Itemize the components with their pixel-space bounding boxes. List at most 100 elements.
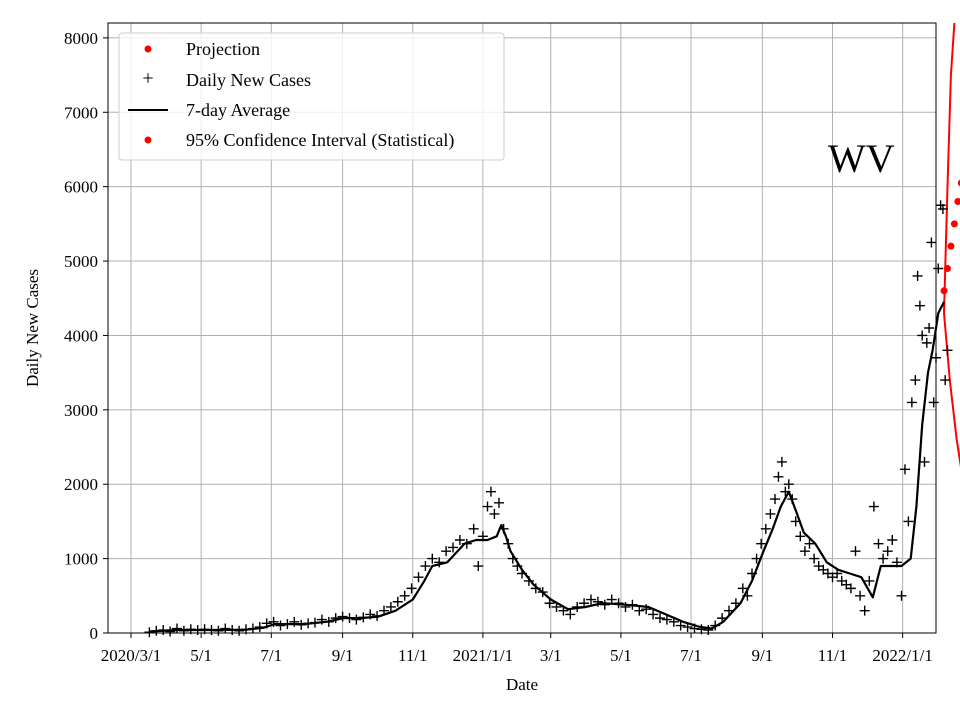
x-tick-label: 3/1: [540, 646, 562, 665]
daily-case-marker: [809, 553, 820, 564]
legend-daily-cases-marker: +: [142, 68, 153, 90]
daily-case-marker: [855, 590, 866, 601]
x-axis-label: Date: [506, 675, 538, 694]
ci-upper-line: [943, 22, 956, 314]
daily-case-marker: [498, 523, 509, 534]
daily-case-marker: [282, 619, 293, 630]
daily-case-marker: [268, 616, 279, 627]
x-tick-label: 5/1: [610, 646, 632, 665]
daily-case-marker: [928, 397, 939, 408]
daily-case-marker: [544, 598, 555, 609]
daily-case-marker: [717, 613, 728, 624]
daily-case-marker: [641, 604, 652, 615]
daily-case-marker: [344, 613, 355, 624]
daily-case-marker: [337, 611, 348, 622]
daily-case-marker: [303, 618, 314, 629]
x-tick-label: 2020/3/1: [101, 646, 161, 665]
legend-daily-cases-label: Daily New Cases: [186, 70, 311, 90]
average-line: [149, 301, 945, 633]
daily-case-marker: [773, 471, 784, 482]
projection-point: [947, 242, 955, 250]
y-axis-ticks: 0 1000 2000 3000 4000 5000 6000 7000 8000: [64, 29, 108, 643]
daily-case-marker: [406, 583, 417, 594]
daily-case-marker: [906, 397, 917, 408]
daily-case-marker: [832, 568, 843, 579]
daily-case-marker: [859, 605, 870, 616]
daily-case-marker: [565, 609, 576, 620]
daily-case-marker: [620, 601, 631, 612]
daily-case-marker: [710, 620, 721, 631]
daily-case-marker: [572, 601, 583, 612]
daily-case-marker: [765, 508, 776, 519]
daily-case-marker: [804, 538, 815, 549]
daily-case-marker: [468, 523, 479, 534]
daily-case-marker: [724, 605, 734, 616]
daily-case-marker: [399, 590, 410, 601]
daily-case-marker: [220, 623, 231, 634]
y-tick-label: 5000: [64, 252, 98, 271]
legend: Projection + Daily New Cases 7-day Avera…: [118, 32, 505, 161]
x-tick-label: 2021/1/1: [453, 646, 513, 665]
daily-case-marker: [845, 583, 856, 594]
y-tick-label: 1000: [64, 550, 98, 569]
projection-point: [940, 287, 948, 295]
daily-case-marker: [737, 583, 748, 594]
legend-projection-marker: [144, 45, 152, 53]
x-tick-label: 9/1: [751, 646, 773, 665]
daily-case-marker: [799, 546, 810, 557]
daily-case-marker: [896, 590, 907, 601]
daily-cases-markers: [144, 200, 953, 638]
daily-case-marker: [899, 464, 910, 475]
daily-case-marker: [454, 535, 465, 546]
daily-case-marker: [503, 538, 514, 549]
daily-case-marker: [365, 609, 376, 620]
daily-case-marker: [742, 590, 753, 601]
daily-case-marker: [448, 542, 458, 553]
daily-case-marker: [776, 456, 787, 467]
daily-case-marker: [551, 601, 562, 612]
daily-case-marker: [144, 627, 155, 638]
daily-case-marker: [351, 614, 362, 625]
daily-case-marker: [441, 546, 452, 557]
y-tick-label: 2000: [64, 475, 98, 494]
daily-case-marker: [937, 203, 948, 214]
daily-case-marker: [392, 596, 403, 607]
projection-point: [944, 264, 951, 272]
daily-case-marker: [434, 557, 445, 568]
daily-case-marker: [517, 568, 527, 579]
daily-case-marker: [924, 323, 935, 333]
daily-case-marker: [770, 494, 780, 505]
daily-case-marker: [261, 618, 272, 629]
daily-case-marker: [921, 337, 932, 348]
x-tick-label: 9/1: [332, 646, 354, 665]
daily-case-marker: [489, 508, 500, 519]
projection-point: [957, 179, 960, 187]
daily-case-marker: [461, 538, 472, 549]
daily-case-marker: [537, 587, 548, 598]
daily-case-marker: [689, 623, 700, 634]
daily-case-marker: [903, 516, 914, 527]
x-tick-label: 11/1: [398, 646, 428, 665]
daily-case-marker: [912, 270, 923, 281]
daily-case-marker: [523, 575, 534, 586]
y-axis-label: Daily New Cases: [23, 269, 42, 387]
daily-case-marker: [494, 497, 504, 508]
daily-case-marker: [887, 535, 898, 546]
daily-case-marker: [512, 561, 523, 572]
daily-case-marker: [151, 625, 162, 636]
daily-case-marker: [933, 263, 944, 274]
daily-case-marker: [627, 599, 638, 610]
annotation-label: WV: [828, 136, 895, 181]
daily-case-marker: [254, 622, 265, 633]
daily-case-marker: [668, 616, 679, 627]
daily-case-marker: [787, 494, 798, 505]
average-line-group: [149, 301, 945, 633]
daily-case-marker: [795, 531, 806, 542]
daily-case-marker: [606, 594, 617, 605]
y-tick-label: 4000: [64, 326, 98, 345]
daily-case-marker: [756, 538, 767, 549]
confidence-interval-lines: [943, 22, 960, 468]
projection-point: [950, 220, 958, 228]
legend-average-label: 7-day Average: [186, 100, 290, 120]
daily-case-marker: [172, 623, 182, 634]
